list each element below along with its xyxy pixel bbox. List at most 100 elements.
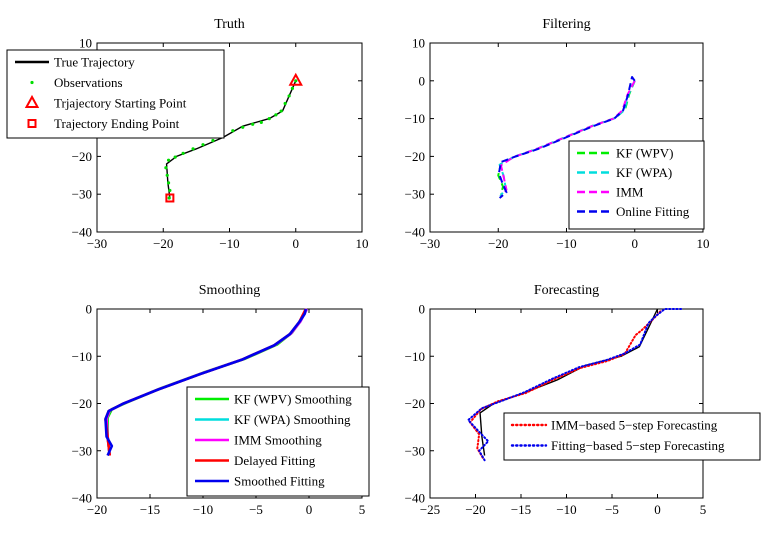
x-tick-label: 5 [359,502,366,517]
y-tick-label: −10 [72,349,92,364]
observation-point [231,129,235,133]
chart-title: Truth [214,17,245,32]
x-tick-label: −5 [249,502,263,517]
legend-entry: KF (WPA) [616,165,672,180]
y-tick-label: 10 [79,36,92,51]
observation-point [164,166,168,170]
x-tick-label: −15 [140,502,160,517]
x-tick-label: 10 [697,236,710,251]
observation-point [165,173,169,177]
x-tick-label: 0 [632,236,639,251]
series-online-fitting [497,76,636,199]
y-tick-label: −20 [405,396,425,411]
legend-entry: Trjajectory Starting Point [54,96,187,111]
x-tick-label: −20 [153,236,173,251]
legend-entry: True Trajectory [54,55,135,70]
legend-entry: KF (WPV) [616,146,673,161]
observation-point [259,120,263,124]
series-smoothed-fitting [104,308,308,457]
legend-swatch [27,119,37,128]
chart-3: Smoothing −20 −15 −10 −5 0 5 0 −10 −20 −30 −40 KF (W… [72,283,370,517]
y-tick-label: −30 [405,443,425,458]
legend-swatch [24,94,40,108]
observation-point [191,147,195,151]
observation-point [251,122,255,126]
observation-point [173,155,177,159]
x-tick-label: −5 [605,502,619,517]
y-tick-label: −30 [72,443,92,458]
x-tick-label: 5 [700,502,707,517]
y-tick-label: 10 [412,36,425,51]
axes-frame [429,308,704,499]
legend-entry: IMM Smoothing [234,433,322,448]
observation-point [241,125,245,129]
legend-entry: Fitting−based 5−step Forecasting [551,438,725,453]
starting-point-marker [288,72,303,86]
x-tick-label: 0 [654,502,661,517]
x-tick-label: −15 [511,502,531,517]
observation-point [279,109,283,113]
y-tick-label: 0 [86,302,93,317]
y-tick-label: −20 [72,396,92,411]
y-tick-label: −40 [405,225,425,240]
observation-point [274,113,278,117]
series-fitting-based-5-step-forecasting [467,308,683,462]
observation-point [166,181,171,185]
observation-point [201,143,205,147]
x-tick-label: −20 [87,502,107,517]
x-tick-label: −10 [556,502,576,517]
x-tick-label: 10 [356,236,369,251]
legend: KF (WPV) KF (WPA) IMM Online Fitting [568,140,705,230]
y-tick-label: −30 [72,187,92,202]
series-true-trajectory [479,308,659,456]
observation-point [167,196,171,200]
legend: IMM−based 5−step Forecasting Fitting−base… [503,412,761,461]
x-tick-label: −10 [556,236,576,251]
legend-box [568,140,705,230]
x-tick-label: −20 [488,236,508,251]
legend-entry: IMM [616,185,644,200]
ending-point-marker [165,193,175,203]
observation-point [168,188,172,193]
observation-point [294,79,298,83]
observation-point [287,94,291,98]
x-tick-label: −10 [219,236,239,251]
y-tick-label: −10 [405,349,425,364]
legend: KF (WPV) Smoothing KF (WPA) Smoothing IMM … [186,386,370,497]
x-tick-label: −25 [420,502,440,517]
legend-entry: Observations [54,75,123,90]
x-tick-label: −10 [193,502,213,517]
legend-entry: KF (WPV) Smoothing [234,392,352,407]
x-tick-label: −30 [420,236,440,251]
observation-point [211,138,215,143]
y-tick-label: −40 [405,491,425,506]
series-imm [499,80,636,198]
chart-title: Filtering [542,17,590,32]
observation-point [181,151,185,155]
legend: True Trajectory Observations Trjajectory S… [6,49,225,139]
y-tick-label: 0 [419,73,426,88]
legend-entry: IMM−based 5−step Forecasting [551,418,718,433]
legend-entry: Smoothed Fitting [234,474,325,489]
legend-entry: Trajectory Ending Point [54,116,180,131]
observation-point [290,86,295,90]
x-tick-label: 0 [293,236,300,251]
legend-entry: Online Fitting [616,204,690,219]
chart-title: Forecasting [534,283,599,298]
observation-point [166,158,171,162]
y-tick-label: −40 [72,491,92,506]
series-imm-based-5-step-forecasting [469,310,662,459]
legend-entry: Delayed Fitting [234,453,316,468]
x-tick-label: 0 [306,502,313,517]
y-tick-label: −20 [72,149,92,164]
y-tick-label: −30 [405,187,425,202]
x-tick-label: −30 [87,236,107,251]
observation-point [267,117,271,121]
x-tick-label: −20 [465,502,485,517]
y-tick-label: 0 [419,302,426,317]
legend-box [6,49,225,139]
y-tick-label: −20 [405,149,425,164]
